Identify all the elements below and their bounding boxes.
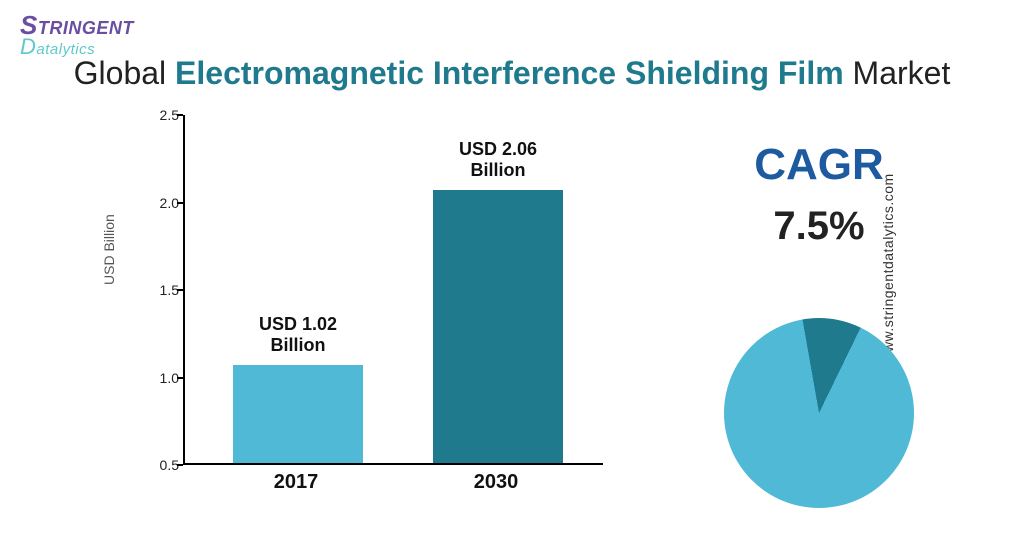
bar-value-label: USD 1.02Billion xyxy=(208,314,388,357)
bar-chart: USD Billion 0.51.01.52.02.5 USD 1.02Bill… xyxy=(105,105,625,505)
page-title: Global Electromagnetic Interference Shie… xyxy=(0,55,1024,92)
cagr-block: CAGR 7.5% xyxy=(704,140,934,249)
pie-chart xyxy=(724,318,914,508)
y-tick-label: 2.0 xyxy=(151,195,179,211)
y-tick-label: 2.5 xyxy=(151,107,179,123)
title-suffix: Market xyxy=(844,55,951,91)
bar xyxy=(433,190,563,463)
bar-chart-plot-area: USD 1.02Billion USD 2.06Billion xyxy=(183,115,603,465)
y-axis-label: USD Billion xyxy=(101,214,117,285)
bar-value-label: USD 2.06Billion xyxy=(408,139,588,182)
y-tick-label: 0.5 xyxy=(151,457,179,473)
pie-chart-disc xyxy=(724,318,914,508)
x-tick-label: 2030 xyxy=(421,471,571,494)
brand-logo: STRINGENT Datalytics xyxy=(20,12,134,58)
y-tick-label: 1.5 xyxy=(151,282,179,298)
cagr-title: CAGR xyxy=(704,140,934,190)
bar xyxy=(233,365,363,463)
y-tick-label: 1.0 xyxy=(151,370,179,386)
logo-line-1-rest: TRINGENT xyxy=(38,18,134,38)
x-tick-label: 2017 xyxy=(221,471,371,494)
title-highlight: Electromagnetic Interference Shielding F… xyxy=(175,55,844,91)
logo-line-1: STRINGENT xyxy=(20,12,134,38)
cagr-value: 7.5% xyxy=(704,204,934,249)
title-prefix: Global xyxy=(74,55,175,91)
